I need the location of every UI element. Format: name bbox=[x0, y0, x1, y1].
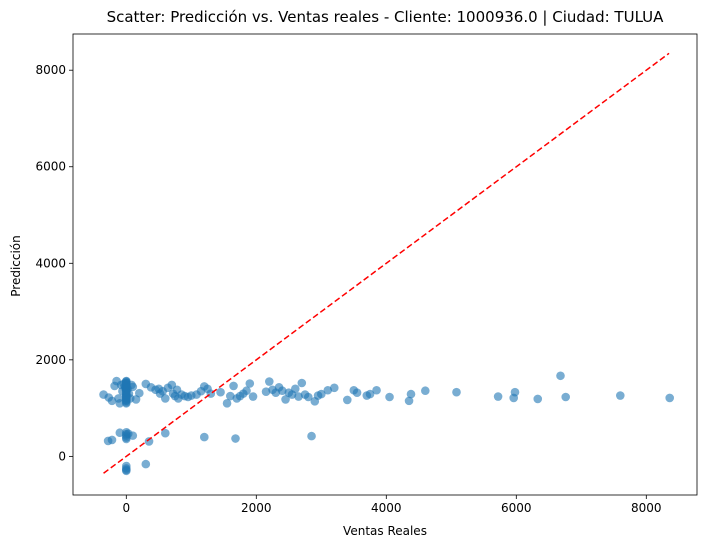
data-point bbox=[616, 391, 625, 400]
data-point bbox=[343, 395, 352, 405]
plot-area bbox=[99, 52, 674, 476]
x-tick-label: 0 bbox=[122, 501, 130, 515]
x-tick-label: 4000 bbox=[371, 501, 402, 515]
data-point bbox=[242, 386, 251, 396]
data-point bbox=[107, 435, 117, 445]
data-point bbox=[330, 383, 339, 393]
data-point bbox=[452, 387, 461, 397]
axes: 0 2000 4000 6000 8000 0 2000 4000 6000 8000 bbox=[35, 33, 698, 515]
data-point bbox=[265, 377, 274, 386]
data-point bbox=[307, 431, 316, 441]
data-point bbox=[231, 434, 240, 443]
data-point bbox=[665, 393, 674, 403]
data-point bbox=[261, 387, 271, 396]
data-point bbox=[115, 398, 125, 408]
data-point bbox=[291, 384, 300, 394]
y-tick-label: 2000 bbox=[35, 353, 66, 367]
data-point bbox=[229, 381, 238, 391]
data-point bbox=[281, 395, 290, 404]
data-point bbox=[294, 392, 303, 401]
data-point bbox=[216, 387, 225, 397]
data-point bbox=[245, 379, 255, 388]
data-point bbox=[200, 432, 209, 442]
data-point bbox=[297, 378, 307, 388]
data-point bbox=[161, 394, 170, 403]
data-point bbox=[493, 392, 503, 401]
data-point bbox=[533, 394, 543, 404]
y-tick-label: 0 bbox=[58, 449, 66, 463]
y-tick-label: 8000 bbox=[35, 63, 66, 77]
y-axis-label: Predicción bbox=[9, 235, 23, 297]
x-tick-label: 2000 bbox=[241, 501, 272, 515]
data-point bbox=[248, 392, 258, 401]
chart-title: Scatter: Predicción vs. Ventas reales - … bbox=[107, 8, 665, 26]
data-point bbox=[352, 388, 362, 397]
data-point bbox=[323, 385, 333, 395]
data-point bbox=[421, 386, 430, 396]
data-point bbox=[161, 428, 170, 438]
plot-frame bbox=[72, 33, 698, 496]
data-point bbox=[141, 459, 151, 469]
data-point bbox=[406, 389, 416, 399]
data-point bbox=[128, 431, 138, 440]
data-point bbox=[278, 386, 287, 396]
data-point bbox=[510, 387, 520, 397]
data-point bbox=[385, 392, 394, 402]
data-point bbox=[128, 382, 138, 392]
x-tick-label: 6000 bbox=[501, 501, 532, 515]
data-point bbox=[144, 437, 154, 446]
data-point bbox=[135, 388, 144, 398]
data-point bbox=[317, 389, 326, 399]
data-point bbox=[372, 385, 381, 395]
data-point bbox=[304, 392, 313, 402]
y-tick-label: 6000 bbox=[35, 160, 66, 174]
data-point bbox=[115, 428, 125, 438]
data-point bbox=[226, 391, 235, 401]
data-point bbox=[365, 389, 375, 399]
reference-line bbox=[103, 52, 670, 474]
data-point bbox=[222, 398, 232, 408]
data-point bbox=[404, 396, 414, 406]
y-tick-label: 4000 bbox=[35, 256, 66, 270]
data-point bbox=[561, 392, 570, 402]
x-tick-label: 8000 bbox=[631, 501, 662, 515]
data-point bbox=[556, 371, 565, 381]
x-axis-label: Ventas Reales bbox=[343, 524, 427, 538]
data-point bbox=[107, 396, 117, 406]
data-point bbox=[122, 466, 131, 476]
